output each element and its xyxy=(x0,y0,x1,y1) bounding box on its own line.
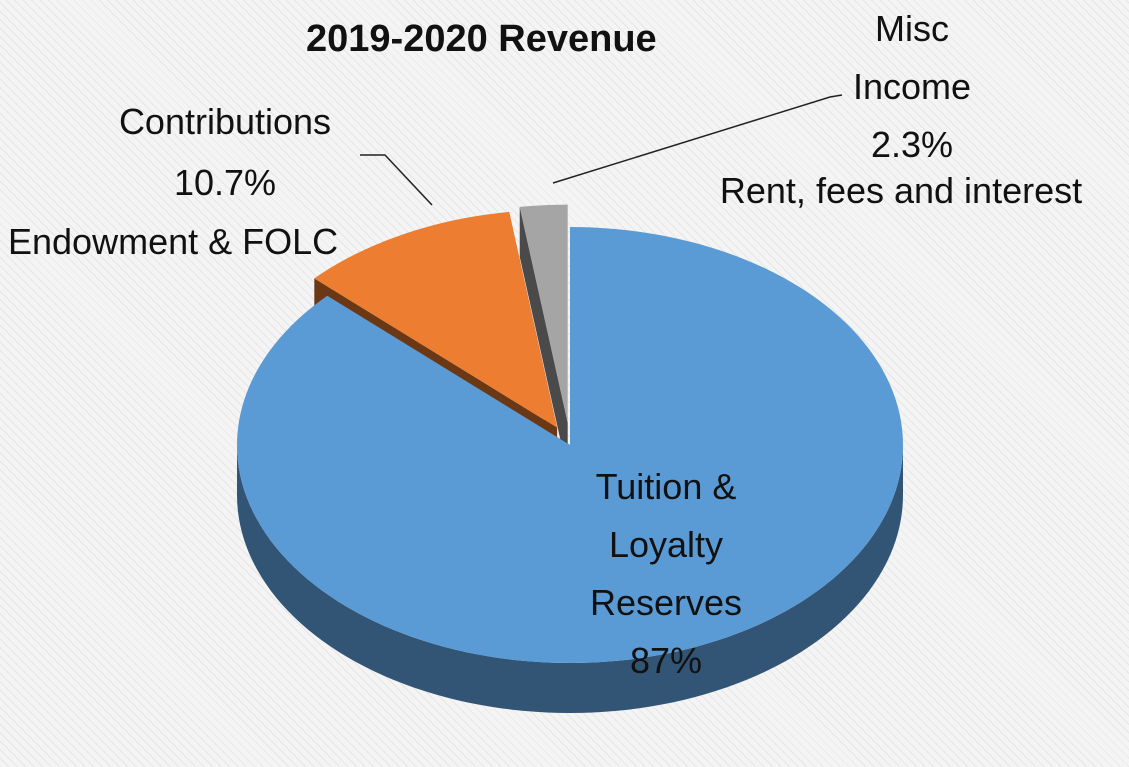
slice-label: Tuition & Loyalty Reserves xyxy=(589,466,743,623)
chart-title: 2019-2020 Revenue xyxy=(306,18,657,60)
slice-value-label: 87% xyxy=(629,640,703,681)
slice-value-label: 2.3% xyxy=(870,124,954,165)
slice-rim xyxy=(237,445,903,713)
slice xyxy=(314,211,558,428)
slice-wall xyxy=(519,206,568,473)
slice xyxy=(237,227,903,663)
annotation: Endowment & FOLC xyxy=(8,221,339,262)
slice xyxy=(519,204,568,423)
slice-label: Misc Income xyxy=(852,8,972,107)
leader-line xyxy=(552,94,843,184)
slice-label: Contributions xyxy=(118,101,332,142)
slices xyxy=(237,204,903,663)
annotation: Rent, fees and interest xyxy=(719,170,1083,211)
slice-value-label: 10.7% xyxy=(173,162,277,203)
leader-line xyxy=(360,154,433,206)
